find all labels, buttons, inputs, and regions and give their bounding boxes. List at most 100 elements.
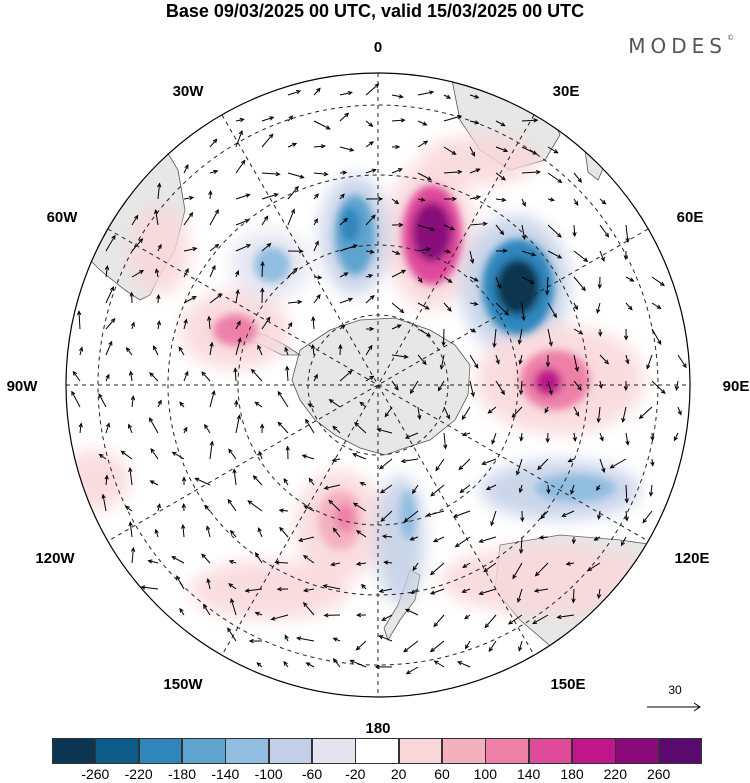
wind-vector — [495, 302, 509, 316]
wind-vector-head — [583, 257, 589, 263]
wind-vector — [313, 120, 330, 130]
wind-vector-head — [577, 385, 582, 391]
wind-vector — [71, 391, 81, 408]
wind-vector — [469, 223, 487, 226]
wind-vector-head — [156, 320, 161, 326]
wind-vector — [651, 302, 661, 309]
wind-vector-head — [399, 308, 405, 314]
wind-vector — [131, 547, 134, 564]
wind-vector-head — [625, 359, 630, 365]
wind-vector — [573, 380, 582, 391]
wind-vector-head — [332, 425, 338, 431]
wind-vector-head — [520, 517, 525, 523]
wind-vector-head — [544, 408, 549, 414]
wind-vector — [183, 212, 193, 226]
wind-vector-head — [642, 518, 647, 524]
wind-vector — [235, 219, 249, 226]
wind-vector — [573, 276, 586, 291]
wind-vector-head — [490, 521, 495, 527]
wind-vector-head — [105, 422, 111, 428]
wind-vector-head — [355, 561, 361, 566]
wind-vector-head — [296, 90, 302, 95]
wind-vector-head — [470, 392, 475, 398]
wind-vector — [235, 160, 246, 174]
wind-vector — [235, 118, 244, 122]
wind-vector — [625, 432, 629, 445]
wind-vector-head — [397, 168, 403, 173]
wind-vector — [651, 328, 662, 345]
wind-vector-head — [256, 662, 262, 667]
wind-vector-head — [128, 521, 133, 527]
wind-vector-head — [492, 342, 497, 348]
colorbar — [52, 738, 703, 764]
wind-vector-head — [521, 201, 526, 207]
wind-vector-head — [191, 296, 197, 301]
wind-vector — [469, 276, 479, 282]
wind-vector — [178, 347, 185, 356]
wind-vector-head — [206, 577, 211, 584]
wind-vector-head — [533, 118, 539, 123]
wind-vector-head — [340, 193, 345, 199]
wind-vector — [328, 500, 341, 512]
wind-vector-head — [277, 421, 283, 427]
colorbar-swatch — [225, 738, 270, 764]
wind-vector — [677, 406, 682, 415]
wind-vector-head — [565, 561, 571, 566]
wind-vector-head — [459, 488, 465, 494]
wind-vector — [235, 244, 251, 252]
wind-vector-head — [228, 583, 234, 588]
wind-vector — [651, 276, 665, 286]
wind-vector-head — [457, 114, 463, 120]
wind-vector — [208, 316, 211, 330]
wind-vector — [332, 458, 341, 462]
wind-vector-head — [500, 122, 506, 127]
wind-vector — [391, 269, 406, 278]
wind-vector-head — [518, 549, 524, 555]
wind-vector — [333, 658, 341, 668]
wind-vector — [430, 562, 445, 575]
wind-vector — [469, 250, 474, 263]
wind-vector-head — [355, 530, 361, 535]
wind-vector-head — [532, 150, 538, 155]
wind-vector-head — [587, 566, 593, 572]
wind-vector-head — [311, 316, 316, 322]
wind-vector-head — [574, 367, 579, 373]
colorbar-tick-label: 60 — [434, 766, 450, 782]
wind-vector-head — [237, 337, 242, 343]
wind-vector-head — [269, 116, 275, 121]
wind-vector-head — [412, 489, 417, 495]
wind-vector-head — [238, 129, 243, 136]
wind-vector-head — [598, 383, 603, 390]
wind-vector-head — [72, 370, 78, 376]
wind-vector — [339, 298, 353, 304]
wind-vector-head — [452, 513, 458, 518]
wind-vector — [365, 295, 375, 304]
wind-vector-head — [356, 612, 362, 618]
wind-vector — [105, 423, 110, 434]
wind-vector-head — [567, 458, 573, 463]
wind-vector — [482, 458, 497, 465]
wind-vector-head — [371, 168, 377, 173]
wind-vector-head — [241, 159, 246, 165]
wind-vector — [521, 224, 526, 239]
wind-vector-head — [540, 514, 545, 520]
wind-vector — [149, 417, 159, 434]
wind-vector-head — [446, 94, 452, 99]
wind-vector — [391, 302, 404, 313]
wind-vector-head — [301, 454, 307, 459]
wind-vector — [258, 527, 263, 538]
wind-vector-head — [344, 112, 350, 118]
wind-vector-head — [217, 293, 223, 298]
chart-title: Base 09/03/2025 00 UTC, valid 15/03/2025… — [165, 1, 585, 21]
wind-vector-head — [101, 493, 106, 499]
wind-vector — [557, 614, 575, 618]
wind-vector — [490, 510, 497, 526]
wind-vector-head — [383, 560, 389, 565]
wind-vector-head — [381, 534, 387, 539]
wind-vector-head — [368, 141, 374, 146]
wind-vector — [598, 588, 601, 599]
wind-vector-head — [171, 451, 177, 456]
wind-vector — [356, 562, 367, 565]
wind-vector — [183, 268, 189, 278]
wind-vector-head — [156, 293, 161, 300]
